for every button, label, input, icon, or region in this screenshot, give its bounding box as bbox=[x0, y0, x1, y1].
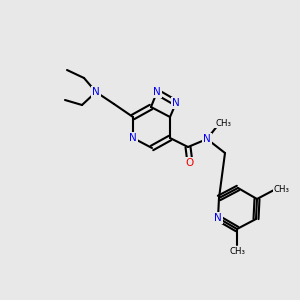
Text: N: N bbox=[153, 87, 161, 97]
Text: N: N bbox=[214, 213, 222, 223]
Text: O: O bbox=[186, 158, 194, 168]
Text: N: N bbox=[92, 87, 100, 97]
Text: N: N bbox=[203, 134, 211, 144]
Text: N: N bbox=[129, 133, 137, 143]
Text: CH₃: CH₃ bbox=[229, 247, 245, 256]
Text: CH₃: CH₃ bbox=[215, 118, 231, 127]
Text: N: N bbox=[172, 98, 180, 108]
Text: CH₃: CH₃ bbox=[274, 185, 290, 194]
